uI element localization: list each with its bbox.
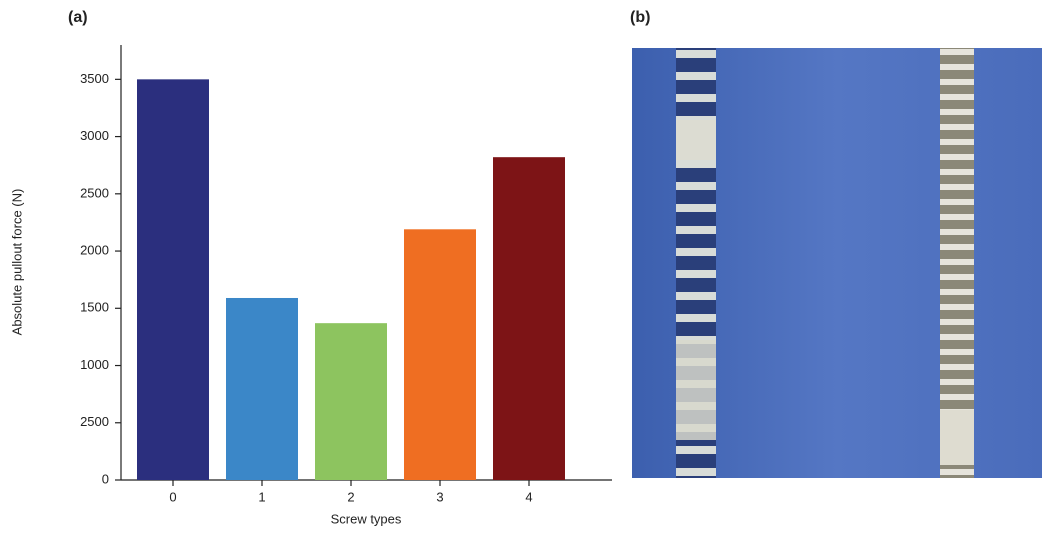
y-tick-label: 3500	[80, 71, 109, 86]
y-tick-label: 2500	[80, 414, 109, 429]
x-tick-label: 1	[258, 489, 265, 504]
x-axis-label: Screw types	[331, 511, 402, 526]
bar	[404, 229, 476, 480]
y-tick-label: 2000	[80, 242, 109, 257]
bar	[493, 157, 565, 480]
panel-label: (a)	[68, 9, 88, 26]
y-tick-label: 1000	[80, 357, 109, 372]
x-tick-label: 0	[169, 489, 176, 504]
x-tick-label: 2	[347, 489, 354, 504]
y-tick-label: 2500	[80, 185, 109, 200]
y-tick-label: 0	[102, 471, 109, 486]
y-tick-label: 3000	[80, 128, 109, 143]
y-tick-label: 1500	[80, 300, 109, 315]
bar	[315, 323, 387, 480]
bar	[137, 79, 209, 480]
x-tick-label: 3	[436, 489, 443, 504]
photo	[632, 48, 1042, 478]
bar	[226, 297, 298, 480]
y-axis-label: Absolute pullout force (N)	[9, 189, 24, 336]
x-tick-label: 4	[525, 489, 532, 504]
panel-label: (b)	[630, 9, 650, 26]
